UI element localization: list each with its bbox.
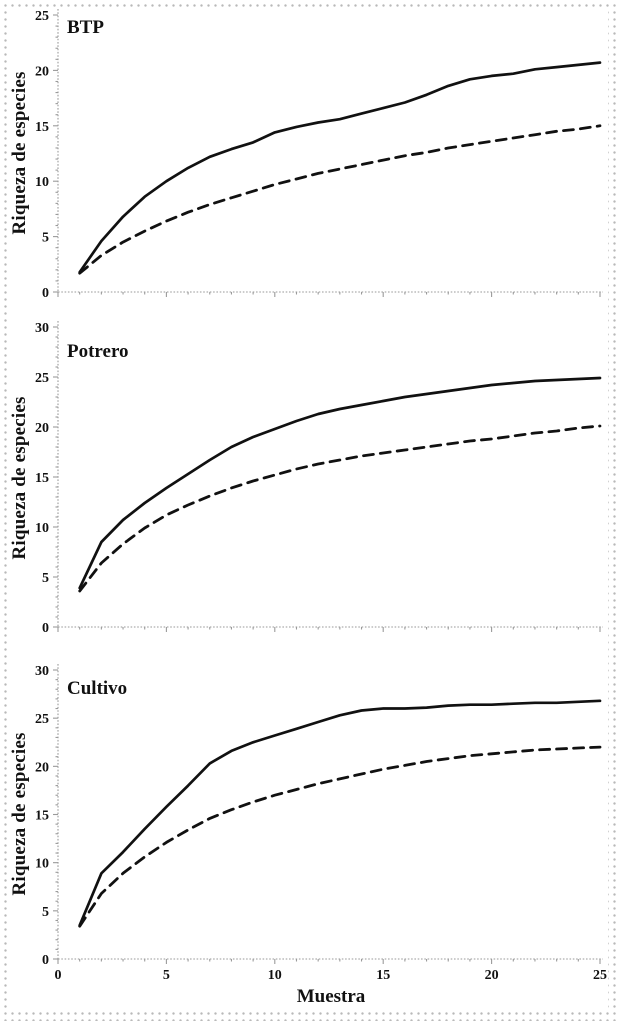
figure-paper <box>9 9 608 1012</box>
x-tick-label: 25 <box>593 968 607 983</box>
x-axis-label: Muestra <box>296 986 366 1007</box>
y-tick-label: 15 <box>35 120 49 135</box>
chart-panel-btp: 0 5 10 15 20 25 BTP <box>35 9 603 301</box>
y-tick-label: 20 <box>35 760 49 775</box>
x-tick-label: 20 <box>485 968 499 983</box>
series-dashed-line <box>78 124 602 275</box>
y-tick-label: 10 <box>35 521 49 536</box>
y-tick-label: 0 <box>42 953 49 968</box>
y-tick-label: 0 <box>42 286 49 301</box>
y-tick-label: 25 <box>35 371 49 386</box>
x-tick-label: 15 <box>376 968 390 983</box>
y-tick-label: 20 <box>35 64 49 79</box>
y-tick-label: 30 <box>35 664 49 679</box>
series-dashed-line <box>78 424 602 593</box>
chart-panel-potrero: 0 5 10 15 20 25 30 Potrero <box>35 321 603 636</box>
series-solid-line <box>78 61 602 274</box>
chart-panel-cultivo: 0 5 10 15 20 25 30 0 5 10 15 20 25 Cultivo <box>35 664 607 983</box>
x-tick-label: 10 <box>268 968 282 983</box>
series-dashed-line <box>78 745 602 928</box>
x-tick-label: 5 <box>163 968 170 983</box>
y-tick-label: 25 <box>35 712 49 727</box>
x-tick-label: 0 <box>55 968 62 983</box>
panel-title: BTP <box>67 17 104 38</box>
panel-title: Potrero <box>67 341 129 362</box>
y-tick-label: 20 <box>35 421 49 436</box>
y-tick-label: 10 <box>35 175 49 190</box>
panel-title: Cultivo <box>67 678 127 699</box>
y-tick-label: 5 <box>42 231 49 246</box>
y-tick-label: 0 <box>42 621 49 636</box>
y-tick-label: 15 <box>35 809 49 824</box>
y-tick-label: 25 <box>35 9 49 24</box>
y-tick-label: 15 <box>35 471 49 486</box>
series-solid-line <box>78 699 602 927</box>
y-tick-label: 5 <box>42 905 49 920</box>
series-solid-line <box>78 376 602 590</box>
y-tick-label: 10 <box>35 857 49 872</box>
y-tick-label: 5 <box>42 571 49 586</box>
y-tick-label: 30 <box>35 321 49 336</box>
